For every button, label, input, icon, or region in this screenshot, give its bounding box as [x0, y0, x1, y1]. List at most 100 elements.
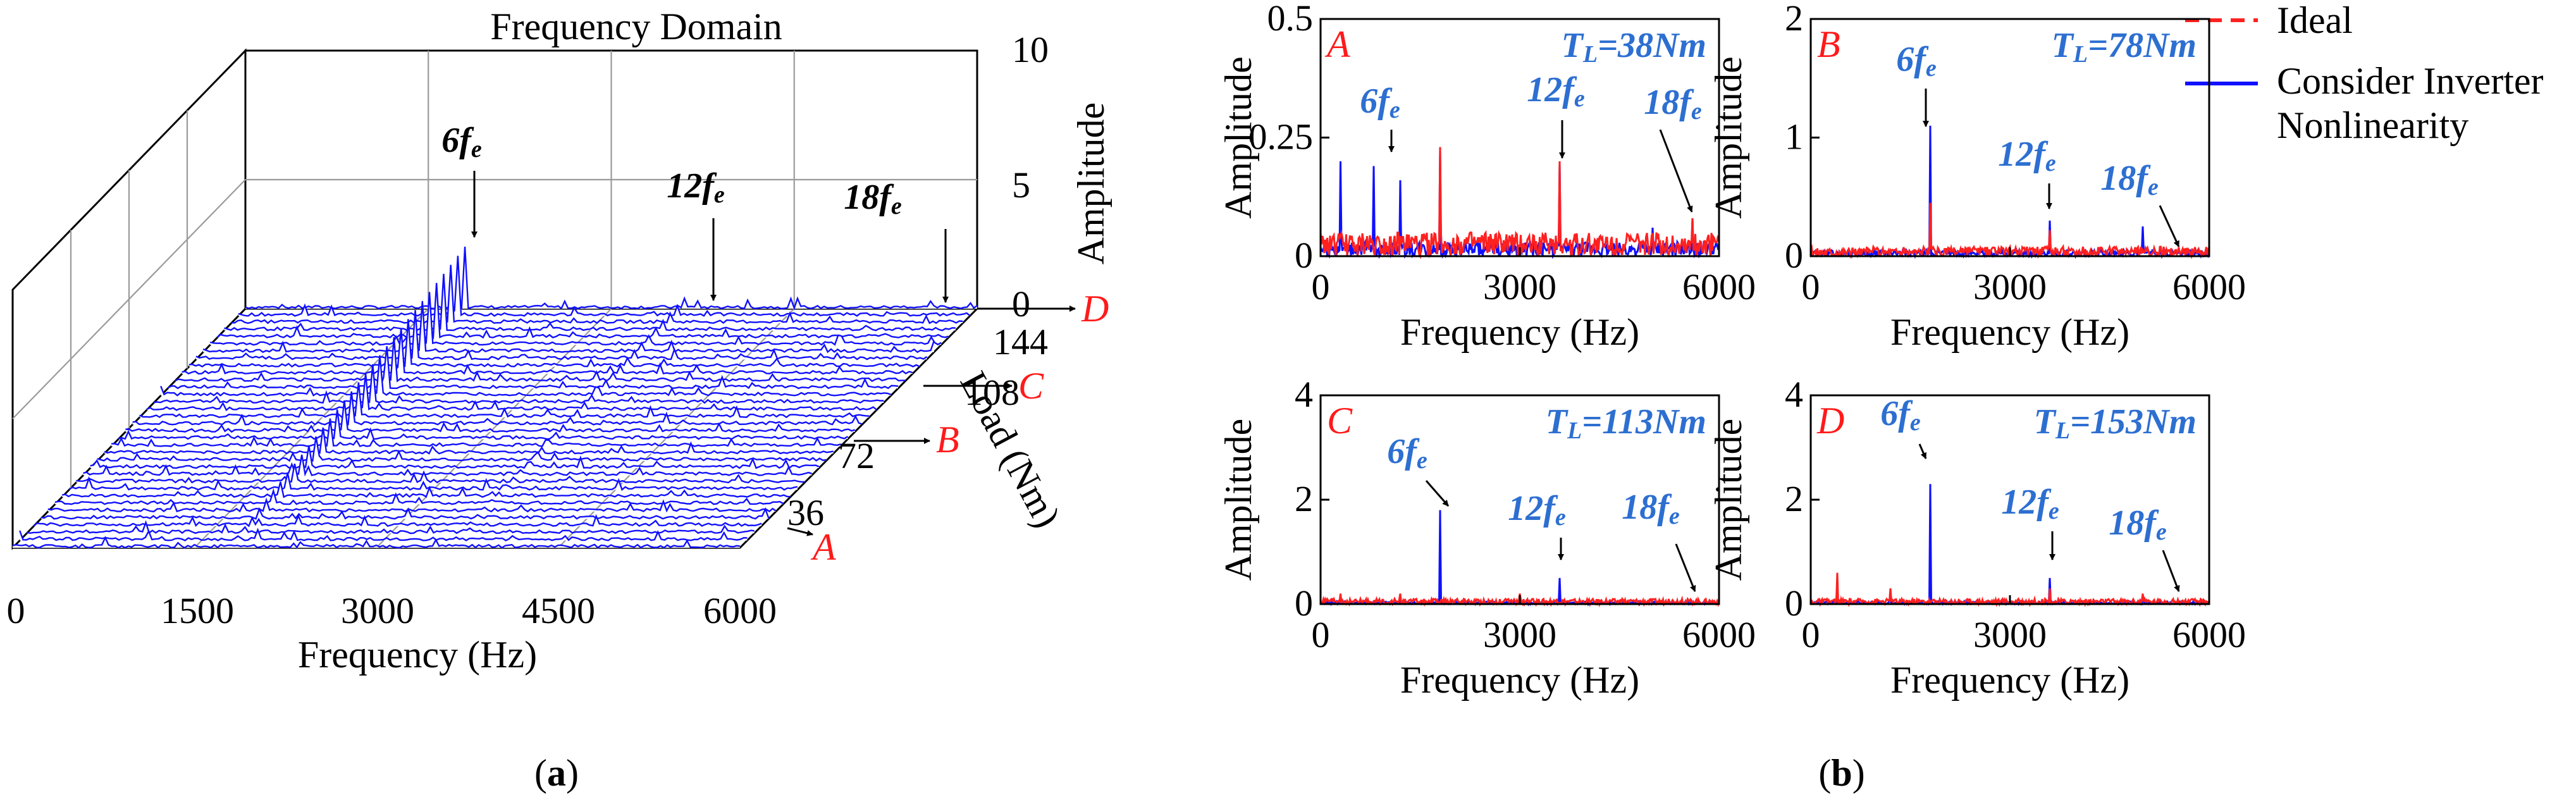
slice-trace — [40, 507, 770, 520]
slice-trace — [61, 481, 791, 498]
x-tick-label: 0 — [1312, 266, 1330, 307]
x-axis-label: Frequency (Hz) — [1890, 659, 2129, 701]
slice-mask — [154, 364, 884, 403]
y-axis-label: Amplitude — [1217, 419, 1259, 581]
x-tick-1500: 1500 — [161, 590, 234, 631]
load-annotation-sub: L — [1567, 417, 1582, 444]
caption-b-letter: b — [1831, 752, 1852, 794]
spectrum-ideal-a — [1319, 147, 1720, 259]
slice-trace — [153, 364, 884, 404]
slice-trace — [33, 514, 762, 528]
y-tick-label: 4 — [1295, 374, 1313, 415]
load-tick-72: 72 — [838, 435, 875, 476]
harmonic-label-h18: 18fe — [2109, 503, 2167, 545]
legend-ideal-label: Ideal — [2277, 0, 2353, 41]
harmonic-label-h6: 6fe — [1880, 394, 1921, 436]
y-tick-label: 4 — [1785, 374, 1803, 415]
harmonic-label-sub: e — [2049, 498, 2059, 524]
harmonic-label-sub: e — [1926, 55, 1937, 82]
load-annotation-sub: L — [2055, 417, 2070, 444]
harmonic-label-base: 18f — [1622, 488, 1672, 527]
x-tick-label: 3000 — [1973, 266, 2047, 307]
slice-trace — [118, 409, 849, 440]
slice-trace — [90, 445, 820, 469]
harmonic-label-base: 12f — [2001, 483, 2052, 522]
slice-mask — [69, 472, 798, 490]
amp-tick-0: 0 — [1012, 283, 1030, 324]
harmonic-label-sub: e — [1691, 98, 1702, 125]
slice-trace — [167, 346, 899, 390]
floor-gridline — [376, 308, 612, 548]
slice-mask — [40, 509, 769, 519]
slice-trace — [216, 283, 949, 340]
h12-label-sub: e — [714, 182, 725, 208]
x-tick-3000: 3000 — [341, 590, 414, 631]
harmonic-label-base: 12f — [1527, 70, 1577, 109]
waterfall-slices — [12, 247, 978, 549]
harmonic-label-h18: 18fe — [1644, 83, 1702, 125]
harmonic-label-base: 6f — [1880, 394, 1913, 433]
x-tick-6000: 6000 — [703, 590, 777, 631]
x-tick-label: 6000 — [1682, 614, 1756, 655]
harmonic-label-h12: 12fe — [1998, 135, 2056, 176]
subplot-a: 0 0.25 0.5 0 3000 6000 Frequency (Hz) Amplitude… — [1217, 0, 1756, 353]
slice-trace — [76, 463, 805, 484]
subplot-letter: C — [1327, 400, 1353, 442]
slice-mask — [83, 454, 812, 476]
subplot-letter: D — [1816, 400, 1844, 442]
y-tick-label: 0 — [1785, 235, 1803, 276]
slice-trace — [224, 273, 956, 331]
y-axis-label: Amplitude — [1217, 56, 1259, 219]
slice-mask — [168, 346, 898, 388]
harmonic-label-h18: 18fe — [2100, 159, 2159, 201]
load-annotation-value: =38Nm — [1598, 26, 1706, 65]
subplot-letter: A — [1324, 23, 1350, 65]
h18-label-base: 18f — [844, 178, 894, 217]
harmonic-label-h12: 12fe — [2001, 483, 2059, 524]
h6-label-base: 6f — [441, 121, 474, 160]
slice-mask — [97, 436, 827, 461]
panel-b-subplots: Ideal Consider Inverter Nonlinearity 0 0.… — [1217, 0, 2544, 794]
harmonic-label-base: 18f — [2100, 159, 2151, 198]
harmonic-label-sub: e — [2045, 150, 2056, 176]
subplot-letter: B — [1817, 23, 1840, 65]
load-annotation: TL=38Nm — [1562, 26, 1706, 68]
harmonic-label-sub: e — [2156, 519, 2167, 545]
slice-mask — [182, 328, 913, 374]
caption-b: (b) — [1818, 752, 1864, 794]
slice-trace — [12, 536, 741, 549]
load-annotation-base: T — [2034, 402, 2057, 442]
x-axis-label: Frequency (Hz) — [1400, 311, 1639, 353]
slice-trace — [132, 391, 863, 426]
harmonic-label-base: 6f — [1387, 432, 1420, 471]
harmonic-label-base: 12f — [1998, 135, 2049, 174]
slice-mask — [54, 491, 784, 505]
harmonic-label-sub: e — [1574, 85, 1585, 112]
y-tick-label: 0.25 — [1249, 116, 1314, 157]
load-annotation-base: T — [1562, 26, 1585, 65]
slice-trace — [202, 300, 935, 354]
x-tick-label: 3000 — [1973, 614, 2047, 655]
slice-trace — [188, 319, 920, 368]
slice-trace — [47, 497, 777, 513]
subplot-b: 0 1 2 0 3000 6000 Frequency (Hz) Amplitude B TL=7… — [1708, 0, 2246, 353]
slice-trace — [139, 382, 870, 419]
x-tick-label: 6000 — [2172, 614, 2246, 655]
harmonic-label-base: 18f — [1644, 83, 1694, 122]
waterfall-grid — [12, 51, 977, 548]
load-annotation-sub: L — [1582, 41, 1598, 68]
h6-label-sub: e — [471, 136, 482, 163]
harmonic-arrow-h6 — [1918, 443, 1927, 459]
y-tick-label: 0 — [1295, 583, 1313, 624]
harmonic-arrow-h18 — [1675, 543, 1696, 592]
amp-tick-5: 5 — [1012, 164, 1030, 206]
marker-d: D — [1081, 288, 1109, 330]
h18-label: 18fe — [844, 178, 902, 219]
y-tick-label: 2 — [1785, 478, 1803, 519]
harmonic-label-base: 6f — [1360, 82, 1393, 121]
y-tick-label: 0.5 — [1267, 0, 1314, 39]
floor-gridline — [557, 308, 795, 548]
slice-trace — [146, 373, 877, 412]
slice-trace — [245, 247, 978, 311]
